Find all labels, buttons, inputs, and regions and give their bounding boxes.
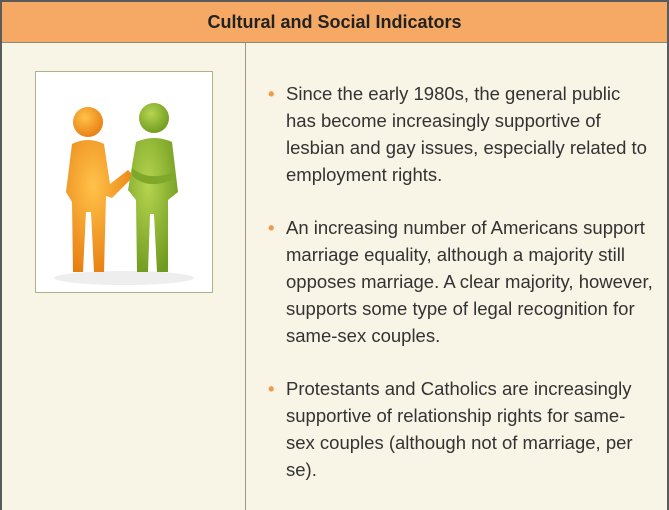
orange-figure bbox=[66, 107, 134, 272]
green-figure bbox=[128, 103, 178, 272]
image-column bbox=[2, 43, 246, 510]
bullet-text: Since the early 1980s, the general publi… bbox=[286, 83, 647, 185]
header-title: Cultural and Social Indicators bbox=[2, 2, 667, 43]
bullet-item: • Protestants and Catholics are increasin… bbox=[268, 375, 653, 483]
bullet-dot: • bbox=[268, 217, 275, 238]
bullet-item: • An increasing number of Americans suppo… bbox=[268, 214, 653, 349]
bullet-list: • Since the early 1980s, the general publ… bbox=[268, 80, 653, 509]
bullet-dot: • bbox=[268, 83, 275, 104]
illustration bbox=[35, 71, 213, 293]
bullet-text: Protestants and Catholics are increasing… bbox=[286, 378, 633, 480]
figures bbox=[54, 103, 194, 285]
bullet-dot: • bbox=[268, 378, 275, 399]
bullet-item: • Since the early 1980s, the general publ… bbox=[268, 80, 653, 188]
bullet-text: An increasing number of Americans suppor… bbox=[286, 217, 653, 346]
